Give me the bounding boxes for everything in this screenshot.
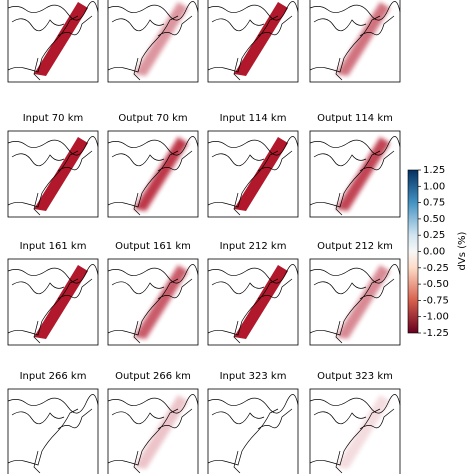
coastline	[309, 394, 401, 474]
colorbar-tick-label: 0.00	[423, 247, 445, 258]
coastline	[309, 136, 401, 216]
map-panel	[7, 258, 99, 346]
anomaly-stripe	[336, 265, 390, 339]
panel-title: Input 323 km	[220, 371, 287, 382]
anomaly-stripe	[134, 265, 188, 339]
anomaly-stripe	[134, 395, 188, 469]
anomaly-stripe	[34, 265, 88, 339]
colorbar-tick-label: 1.00	[423, 181, 445, 192]
panel-title: Output 323 km	[317, 371, 393, 382]
map-panel	[207, 258, 299, 346]
colorbar-tick-label: -1.00	[423, 312, 449, 323]
colorbar-tick-label: -1.25	[423, 328, 449, 339]
colorbar-tick-label: -0.50	[423, 279, 449, 290]
panel-title: Input 266 km	[20, 371, 87, 382]
panel-title: Input 70 km	[23, 113, 84, 124]
anomaly-stripe	[34, 137, 88, 211]
coastline	[107, 136, 199, 216]
colorbar-tick-label: 0.25	[423, 230, 445, 241]
map-panel	[309, 388, 401, 474]
coastline	[7, 394, 99, 474]
panel-frame	[7, 388, 99, 474]
coastline	[309, 1, 401, 81]
map-panel	[207, 130, 299, 218]
coastline	[309, 264, 401, 344]
coastline	[207, 264, 299, 344]
anomaly-stripe	[336, 2, 390, 76]
anomaly-stripe	[134, 137, 188, 211]
anomaly-stripe	[34, 2, 88, 76]
anomaly-stripe	[234, 2, 288, 76]
panel-title: Output 266 km	[115, 371, 191, 382]
panel-title: Input 212 km	[220, 241, 287, 252]
colorbar-tick-label: -0.75	[423, 295, 449, 306]
anomaly-stripe	[336, 137, 390, 211]
anomaly-stripe	[134, 2, 188, 76]
coastline	[207, 1, 299, 81]
map-panel	[107, 388, 199, 474]
coastline	[7, 136, 99, 216]
coastline	[7, 264, 99, 344]
colorbar	[407, 169, 419, 334]
panel-title: Input 114 km	[220, 113, 287, 124]
colorbar-tick-label: 1.25	[423, 165, 445, 176]
panel-title: Output 114 km	[317, 113, 393, 124]
coastline	[207, 394, 299, 474]
panel-frame	[207, 388, 299, 474]
map-panel	[207, 388, 299, 474]
map-panel	[7, 130, 99, 218]
map-panel	[309, 130, 401, 218]
colorbar-tick-label: -0.25	[423, 263, 449, 274]
colorbar-tick-label: 0.50	[423, 214, 445, 225]
anomaly-stripe	[234, 137, 288, 211]
anomaly-stripe	[336, 395, 390, 469]
colorbar-label: dVs (%)	[457, 231, 468, 270]
panel-title: Output 70 km	[118, 113, 187, 124]
coastline	[207, 136, 299, 216]
panel-title: Output 161 km	[115, 241, 191, 252]
map-panel	[7, 388, 99, 474]
map-panel	[7, 0, 99, 83]
map-panel	[107, 130, 199, 218]
map-panel	[309, 258, 401, 346]
map-panel	[107, 258, 199, 346]
map-panel	[309, 0, 401, 83]
coastline	[107, 264, 199, 344]
map-panel	[107, 0, 199, 83]
map-panel	[207, 0, 299, 83]
coastline	[107, 394, 199, 474]
panel-title: Output 212 km	[317, 241, 393, 252]
panel-title: Input 161 km	[20, 241, 87, 252]
colorbar-tick-label: 0.75	[423, 198, 445, 209]
coastline	[107, 1, 199, 81]
coastline	[7, 1, 99, 81]
anomaly-stripe	[234, 265, 288, 339]
panel-frame	[309, 0, 401, 83]
